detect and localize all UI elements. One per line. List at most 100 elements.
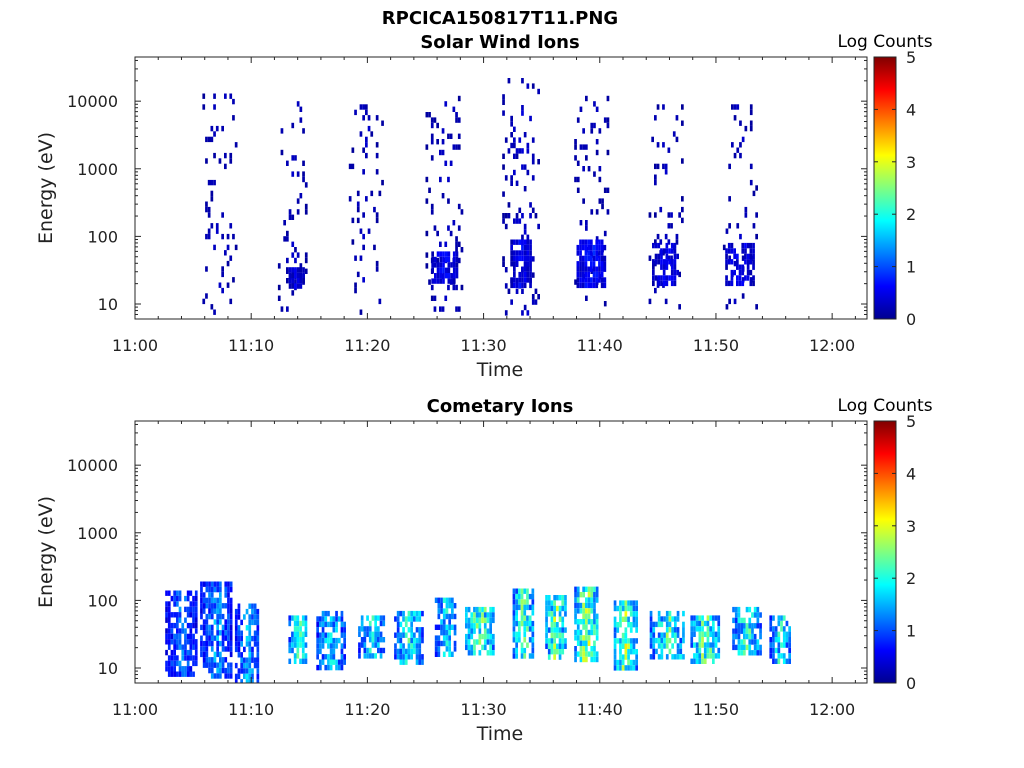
spectrogram-cell <box>619 665 622 671</box>
spectrogram-cell <box>521 266 524 272</box>
spectrogram-cell <box>428 112 431 118</box>
spectrogram-cell <box>467 606 471 613</box>
spectrogram-cell <box>329 643 333 649</box>
spectrogram-cell <box>413 637 416 644</box>
spectrogram-cell <box>316 637 319 644</box>
spectrogram-cell <box>218 158 222 164</box>
spectrogram-cell <box>210 608 214 614</box>
spectrogram-cell <box>399 621 403 628</box>
spectrogram-cell <box>256 679 260 683</box>
spectrogram-cell <box>210 662 214 668</box>
spectrogram-cell <box>288 620 292 627</box>
spectrogram-cell <box>165 666 168 672</box>
spectrogram-cell <box>229 597 233 604</box>
spectrogram-cell <box>619 638 622 644</box>
spectrogram-cell <box>167 601 171 607</box>
spectrogram-cell <box>404 632 408 638</box>
spectrogram-cell <box>587 277 590 283</box>
spectrogram-cell <box>213 608 217 614</box>
spectrogram-cell <box>299 193 303 199</box>
spectrogram-cell <box>324 616 328 622</box>
spectrogram-cell <box>450 273 453 279</box>
spectrogram-cell <box>304 626 308 632</box>
spectrogram-cell <box>733 152 737 159</box>
figure-title: RPCICA150817T11.PNG <box>382 8 618 29</box>
spectrogram-cell <box>665 253 669 260</box>
spectrogram-cell <box>431 278 434 284</box>
spectrogram-cell <box>595 282 599 289</box>
spectrogram-cell <box>657 259 661 265</box>
spectrogram-cell <box>745 633 749 640</box>
spectrogram-cell <box>173 644 176 650</box>
spectrogram-cell <box>777 653 781 659</box>
spectrogram-cell <box>520 615 524 621</box>
spectrogram-cell <box>635 654 638 660</box>
spectrogram-cell <box>734 612 738 618</box>
spectrogram-cell <box>178 606 182 613</box>
spectrogram-cell <box>415 654 419 660</box>
spectrogram-cell <box>624 638 628 644</box>
spectrogram-cell <box>665 280 669 287</box>
spectrogram-cell <box>579 106 583 112</box>
spectrogram-cell <box>407 643 411 649</box>
spectrogram-cell <box>253 662 257 669</box>
spectrogram-cell <box>737 628 741 634</box>
spectrogram-cell <box>280 149 284 156</box>
spectrogram-cell <box>402 632 405 638</box>
spectrogram-cell <box>434 646 438 652</box>
spectrogram-cell <box>587 608 591 614</box>
spectrogram-cell <box>256 614 260 620</box>
spectrogram-cell <box>366 626 369 632</box>
spectrogram-cell <box>229 608 233 614</box>
spectrogram-cell <box>521 271 524 278</box>
spectrogram-cell <box>777 620 781 627</box>
spectrogram-cell <box>663 616 666 622</box>
spectrogram-cell <box>574 139 577 145</box>
spectrogram-cell <box>582 592 585 598</box>
spectrogram-cell <box>714 642 718 648</box>
spectrogram-cell <box>581 261 585 267</box>
spectrogram-cell <box>173 590 176 596</box>
spectrogram-cell <box>486 617 490 624</box>
spectrogram-cell <box>581 266 585 272</box>
spectrogram-cell <box>237 641 241 647</box>
spectrogram-cell <box>243 668 246 674</box>
spectrogram-cell <box>585 597 588 603</box>
spectrogram-cell <box>362 277 365 283</box>
spectrogram-cell <box>436 273 440 279</box>
spectrogram-cell <box>373 244 376 251</box>
spectrogram-cell <box>649 627 653 633</box>
spectrogram-cell <box>288 209 292 215</box>
spectrogram-cell <box>436 122 439 129</box>
spectrogram-cell <box>587 244 590 251</box>
spectrogram-cell <box>593 624 596 630</box>
spectrogram-cell <box>337 616 341 622</box>
spectrogram-cell <box>213 662 217 668</box>
spectrogram-cell <box>665 275 669 281</box>
spectrogram-cell <box>200 592 203 598</box>
spectrogram-cell <box>483 617 487 624</box>
spectrogram-cell <box>510 282 513 289</box>
spectrogram-cell <box>170 639 174 645</box>
spectrogram-cell <box>621 605 625 612</box>
spectrogram-cell <box>351 239 355 245</box>
spectrogram-cell <box>227 603 230 609</box>
spectrogram-cell <box>288 272 292 278</box>
spectrogram-cell <box>354 287 357 294</box>
spectrogram-cell <box>442 630 446 636</box>
spectrogram-cell <box>746 275 750 281</box>
spectrogram-cell <box>363 637 367 643</box>
colorbar-tick-label: 4 <box>906 100 916 119</box>
spectrogram-cell <box>213 179 216 186</box>
spectrogram-cell <box>430 133 434 139</box>
spectrogram-cell <box>486 628 490 634</box>
spectrogram-cell <box>368 653 372 659</box>
spectrogram-cell <box>227 662 230 668</box>
spectrogram-cell <box>585 613 588 619</box>
spectrogram-cell <box>635 622 638 628</box>
spectrogram-cell <box>367 115 371 121</box>
spectrogram-cell <box>690 620 694 627</box>
spectrogram-cell <box>436 230 439 237</box>
spectrogram-cell <box>782 653 786 659</box>
spectrogram-cell <box>518 207 522 213</box>
